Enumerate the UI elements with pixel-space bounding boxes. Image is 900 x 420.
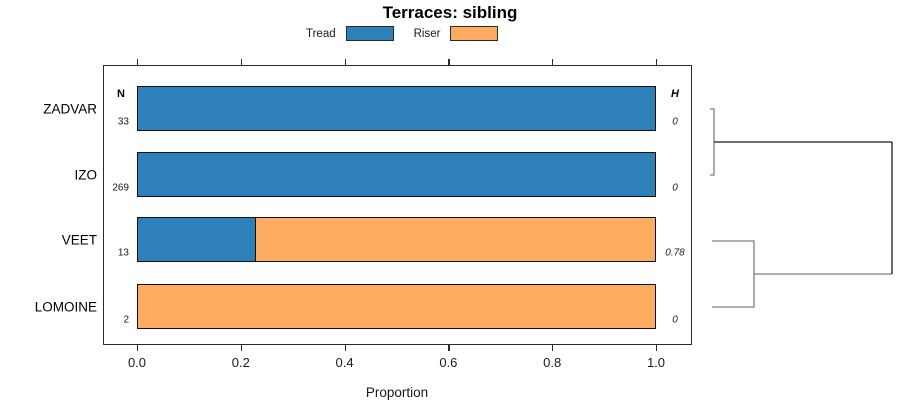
axis-tick-top bbox=[240, 59, 242, 65]
n-column-header: N bbox=[117, 88, 125, 100]
n-value: 13 bbox=[117, 247, 129, 259]
bar-segment-riser bbox=[137, 284, 656, 329]
bar-lomoine bbox=[137, 284, 656, 329]
chart-title: Terraces: sibling bbox=[382, 3, 518, 22]
legend-item-riser: Riser bbox=[414, 26, 499, 41]
axis-tick-label: 1.0 bbox=[646, 355, 666, 370]
axis-tick-top bbox=[656, 59, 658, 65]
x-axis-label: Proportion bbox=[365, 385, 429, 400]
bar-segment-tread bbox=[137, 152, 656, 197]
h-value: 0 bbox=[672, 314, 678, 326]
axis-tick-bottom bbox=[344, 345, 346, 351]
h-value: 0 bbox=[672, 182, 678, 194]
plot-box bbox=[103, 65, 692, 345]
n-value: 269 bbox=[112, 182, 129, 194]
legend: Tread Riser bbox=[306, 26, 518, 41]
legend-item-tread: Tread bbox=[306, 26, 394, 41]
bar-segment-tread bbox=[137, 86, 656, 131]
axis-tick-label: 0.0 bbox=[127, 355, 147, 370]
axis-tick-label: 0.4 bbox=[335, 355, 354, 370]
bar-segment-tread bbox=[137, 217, 257, 262]
axis-tick-top bbox=[552, 59, 554, 65]
category-label-veet: VEET bbox=[61, 232, 97, 247]
axis-tick-bottom bbox=[448, 345, 450, 351]
category-label-lomoine: LOMOINE bbox=[34, 299, 97, 314]
axis-tick-top bbox=[137, 59, 139, 65]
category-label-izo: IZO bbox=[74, 167, 98, 182]
axis-tick-label: 0.2 bbox=[231, 355, 250, 370]
axis-tick-top bbox=[344, 59, 346, 65]
legend-label: Tread bbox=[306, 27, 336, 40]
h-value: 0 bbox=[672, 116, 678, 128]
legend-label: Riser bbox=[413, 27, 441, 40]
axis-tick-bottom bbox=[552, 345, 554, 351]
bar-zadvar bbox=[137, 86, 656, 131]
legend-swatch-riser bbox=[450, 26, 499, 41]
n-value: 2 bbox=[123, 314, 129, 326]
n-value: 33 bbox=[117, 116, 129, 128]
axis-tick-bottom bbox=[240, 345, 242, 351]
bar-izo bbox=[137, 152, 656, 197]
legend-swatch-tread bbox=[345, 26, 394, 41]
bar-veet bbox=[137, 217, 656, 262]
dendrogram bbox=[710, 108, 893, 308]
bar-segment-riser bbox=[256, 217, 656, 262]
h-column-header: H bbox=[671, 88, 679, 100]
axis-tick-label: 0.8 bbox=[543, 355, 562, 370]
axis-tick-bottom bbox=[137, 345, 139, 351]
axis-tick-bottom bbox=[656, 345, 658, 351]
category-label-zadvar: ZADVAR bbox=[43, 101, 97, 116]
axis-tick-label: 0.6 bbox=[439, 355, 458, 370]
axis-tick-top bbox=[448, 59, 450, 65]
link-veet-lomoine bbox=[712, 240, 755, 308]
link-zadvar-izo bbox=[710, 108, 715, 176]
h-value: 0.78 bbox=[665, 247, 685, 259]
